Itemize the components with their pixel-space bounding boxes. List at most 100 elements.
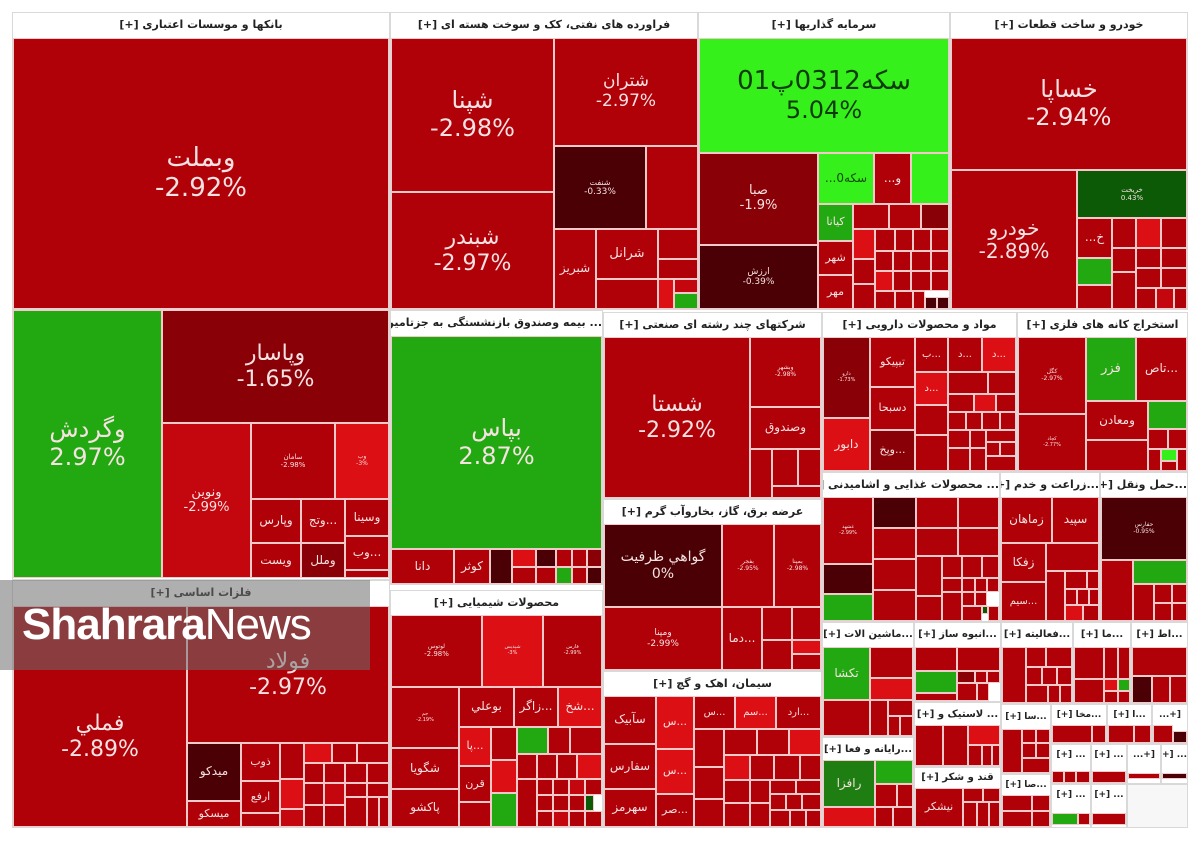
tile-gharn[interactable]: قرن: [459, 766, 491, 802]
tile-khsapa[interactable]: خساپا -2.94%: [951, 38, 1187, 170]
tile-sr[interactable]: ...صر: [656, 794, 694, 827]
tile-small[interactable]: [957, 683, 977, 701]
tile-small[interactable]: [792, 640, 821, 654]
tile-small[interactable]: [724, 729, 757, 755]
tile-small[interactable]: [1046, 647, 1072, 667]
tile-small[interactable]: [1132, 676, 1152, 703]
tile-small[interactable]: [987, 578, 999, 592]
tile-small[interactable]: [750, 803, 770, 827]
tile-small[interactable]: [875, 229, 895, 251]
tile-small[interactable]: [893, 807, 913, 827]
tile-small[interactable]: [958, 528, 999, 556]
tile-dabour[interactable]: دابور: [823, 418, 870, 471]
tile-fars[interactable]: فارس -2.99%: [543, 615, 602, 687]
tile-small[interactable]: [324, 805, 345, 827]
tile-vpars[interactable]: وپارس: [251, 499, 301, 543]
tile-small[interactable]: [537, 811, 553, 827]
tile-small[interactable]: [770, 810, 790, 827]
tile-seke0[interactable]: سکه0...: [818, 153, 874, 204]
tile-small[interactable]: [357, 743, 389, 763]
tile-vdots[interactable]: و...: [874, 153, 911, 204]
sector-title-dots-2[interactable]: ... [+]: [1094, 750, 1124, 760]
tile-small[interactable]: [875, 760, 913, 784]
tile-small[interactable]: [1022, 743, 1036, 758]
tile-small[interactable]: [1112, 248, 1136, 272]
tile-small[interactable]: [280, 779, 304, 809]
sector-title-alef[interactable]: ...ا [+]: [1113, 710, 1146, 720]
tile-small[interactable]: [367, 783, 389, 797]
tile-jam[interactable]: جم -2.19%: [391, 687, 459, 748]
tile-small[interactable]: [1077, 258, 1112, 285]
tile-small[interactable]: [585, 811, 602, 827]
tile-small[interactable]: [1133, 584, 1154, 621]
tile-small[interactable]: [1026, 647, 1046, 667]
tile-small[interactable]: [962, 578, 975, 592]
tile-arfa[interactable]: ارفع: [241, 781, 280, 813]
tile-small[interactable]: [900, 716, 913, 736]
tile-small[interactable]: [895, 291, 913, 309]
tile-small[interactable]: [870, 678, 913, 700]
tile-small[interactable]: [913, 291, 925, 309]
tile-small[interactable]: [915, 647, 957, 671]
tile-small[interactable]: [587, 567, 602, 584]
tile-small[interactable]: [1133, 560, 1187, 584]
tile-small[interactable]: [948, 448, 970, 471]
tile-small[interactable]: [1048, 685, 1060, 703]
tile-small[interactable]: [1052, 813, 1078, 825]
tile-small[interactable]: [1173, 731, 1187, 743]
tile-small[interactable]: [1118, 691, 1130, 703]
tile-dana[interactable]: دانا: [391, 549, 454, 584]
tile-small[interactable]: [963, 802, 977, 827]
tile-small[interactable]: [517, 754, 537, 779]
tile-small[interactable]: [556, 549, 572, 567]
sector-title-auto[interactable]: خودرو و ساخت قطعات [+]: [994, 18, 1144, 31]
tile-small[interactable]: [490, 549, 512, 584]
tile-vsandoq[interactable]: وصندوق: [750, 407, 821, 449]
tile-small[interactable]: [1022, 758, 1050, 773]
tile-small[interactable]: [786, 794, 802, 810]
tile-small[interactable]: [942, 556, 962, 578]
tile-small[interactable]: [1136, 288, 1156, 309]
sector-title-mass[interactable]: ...انبوه ساز [+]: [918, 629, 997, 640]
tile-small[interactable]: [931, 271, 949, 291]
tile-small[interactable]: [304, 743, 332, 763]
tile-small[interactable]: [957, 671, 975, 683]
tile-kh[interactable]: خ...: [1077, 218, 1112, 258]
tile-small[interactable]: [491, 793, 517, 827]
tile-small[interactable]: [968, 745, 982, 766]
sector-title-machinery[interactable]: ...ماشین الات [+]: [823, 629, 913, 640]
tile-pa[interactable]: ...پا: [459, 727, 491, 766]
sector-title-ma[interactable]: ...ما [+]: [1080, 629, 1124, 640]
tile-small[interactable]: [724, 780, 750, 803]
tile-small[interactable]: [963, 788, 983, 802]
tile-small[interactable]: [1156, 288, 1174, 309]
tile-small[interactable]: [1065, 571, 1087, 589]
tile-vgardesh[interactable]: وگردش 2.97%: [13, 310, 162, 578]
tile-small[interactable]: [557, 754, 577, 779]
tile-small[interactable]: [1104, 691, 1118, 703]
tile-shpdis[interactable]: شپدیس -3%: [482, 615, 543, 687]
tile-small[interactable]: [1052, 725, 1092, 743]
sector-title-invest[interactable]: سرمایه گذاریها [+]: [771, 18, 877, 31]
tile-nishkar[interactable]: نیشکر: [915, 788, 963, 827]
tile-small[interactable]: [1136, 218, 1161, 248]
tile-small[interactable]: [875, 807, 893, 827]
tile-tipiko[interactable]: تیپیکو: [870, 337, 915, 387]
tile-small[interactable]: [1128, 773, 1160, 779]
tile-small[interactable]: [916, 556, 942, 596]
tile-small[interactable]: [1046, 543, 1099, 571]
tile-seke[interactable]: سكه0312پ01 5.04%: [699, 38, 949, 153]
tile-small[interactable]: [1036, 729, 1050, 743]
sector-title-dots-6[interactable]: ... [+]: [1094, 790, 1124, 800]
tile-gavahi[interactable]: گواهي ظرفيت 0%: [604, 524, 722, 607]
tile-small[interactable]: [367, 763, 389, 783]
tile-small[interactable]: [1077, 285, 1112, 309]
tile-zob[interactable]: ذوب: [241, 743, 280, 781]
tile-small[interactable]: [916, 596, 942, 621]
tile-small[interactable]: [988, 372, 1016, 394]
tile-small[interactable]: [569, 779, 585, 795]
tile-small[interactable]: [553, 779, 569, 795]
tile-small[interactable]: [1000, 412, 1016, 430]
tile-small[interactable]: [1092, 725, 1106, 743]
tile-small[interactable]: [823, 594, 873, 621]
